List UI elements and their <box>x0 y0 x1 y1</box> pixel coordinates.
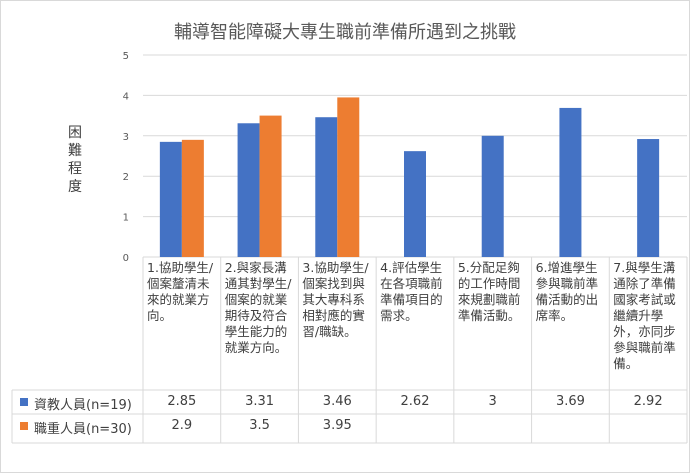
y-tick-label: 4 <box>123 91 129 102</box>
bar-series1 <box>159 141 182 257</box>
legend-swatch <box>20 398 28 406</box>
data-table-cell: 3.46 <box>322 394 352 409</box>
x-category-label: 6.增進學生參與職前準備活動的出席率。 <box>535 260 599 323</box>
bar-series1 <box>315 117 338 257</box>
y-tick-label: 2 <box>123 172 129 183</box>
data-table-cell: 3.95 <box>322 418 352 433</box>
y-axis-label: 困難程度 <box>68 125 82 195</box>
data-table-cell: 2.92 <box>633 394 663 409</box>
x-category-label: 7.與學生溝通除了準備國家考試或繼續升學外，亦同步參與職前準備。 <box>613 260 676 371</box>
bar-series1 <box>481 135 504 257</box>
data-table-cell: 2.62 <box>400 394 430 409</box>
y-tick-label: 5 <box>123 51 129 62</box>
x-category-label: 1.協助學生/個案釐清未來的就業方向。 <box>147 260 214 323</box>
bar-series2 <box>337 97 360 257</box>
data-table-cell: 3.31 <box>245 394 275 409</box>
y-tick-label: 1 <box>123 213 129 224</box>
chart-title: 輔導智能障礙大專生職前準備所遇到之挑戰 <box>174 22 516 43</box>
x-category-label: 2.與家長溝通其對學生/個案的就業期待及符合學生能力的就業方向。 <box>224 260 292 355</box>
data-table-cell: 3 <box>488 394 497 409</box>
data-table-cell: 2.9 <box>171 418 193 433</box>
x-category-label: 3.協助學生/個案找到與其大專科系相對應的實習/職缺。 <box>302 260 369 339</box>
legend-swatch <box>20 422 28 430</box>
data-table-cell: 3.69 <box>555 394 585 409</box>
bar-series1 <box>237 123 260 257</box>
bar-series1 <box>637 139 660 257</box>
bar-series1 <box>404 151 426 257</box>
bar-series1 <box>559 107 582 257</box>
x-category-label: 5.分配足夠的工作時間來規劃職前準備活動。 <box>457 260 521 323</box>
y-tick-label: 3 <box>123 132 129 143</box>
data-table-cell: 3.5 <box>249 418 270 433</box>
data-table-cell: 2.85 <box>167 394 197 409</box>
legend-label: 資教人員(n=19) <box>34 398 132 413</box>
bar-series2 <box>259 115 282 257</box>
y-tick-label: 0 <box>123 253 129 264</box>
bar-series2 <box>181 139 204 257</box>
legend-label: 職重人員(n=30) <box>34 422 132 437</box>
x-category-label: 4.評估學生在各項職前準備項目的需求。 <box>380 260 443 323</box>
